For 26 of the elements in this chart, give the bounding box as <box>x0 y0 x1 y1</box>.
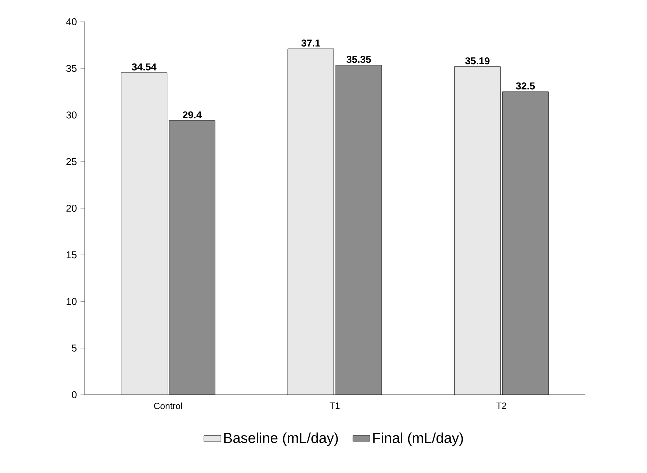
legend-label: Final (mL/day) <box>374 432 464 446</box>
y-tick-label: 5 <box>72 344 77 352</box>
data-label: 35.35 <box>346 56 372 64</box>
x-tick-label: T1 <box>330 402 340 409</box>
data-label: 35.19 <box>465 58 490 65</box>
bar <box>502 92 549 395</box>
data-label: 34.54 <box>132 64 157 71</box>
bar <box>454 66 501 395</box>
legend-label: Baseline (mL/day) <box>224 432 338 446</box>
bar <box>121 72 168 395</box>
bar <box>169 120 216 395</box>
y-tick-label: 0 <box>72 391 77 399</box>
y-tick-label: 30 <box>66 112 77 119</box>
y-tick-label: 20 <box>66 204 77 212</box>
data-label: 37.1 <box>302 40 320 47</box>
y-tick-label: 35 <box>66 65 77 72</box>
x-tick-label: Control <box>154 402 182 410</box>
y-tick-label: 25 <box>66 158 77 166</box>
bar <box>336 65 382 395</box>
y-tick-label: 15 <box>66 252 77 259</box>
data-label: 32.5 <box>516 82 536 90</box>
x-tick-label: T2 <box>496 402 506 410</box>
y-tick-label: 40 <box>66 18 77 26</box>
y-tick-label: 10 <box>66 298 77 306</box>
bar <box>288 49 334 395</box>
data-label: 29.4 <box>182 112 202 119</box>
